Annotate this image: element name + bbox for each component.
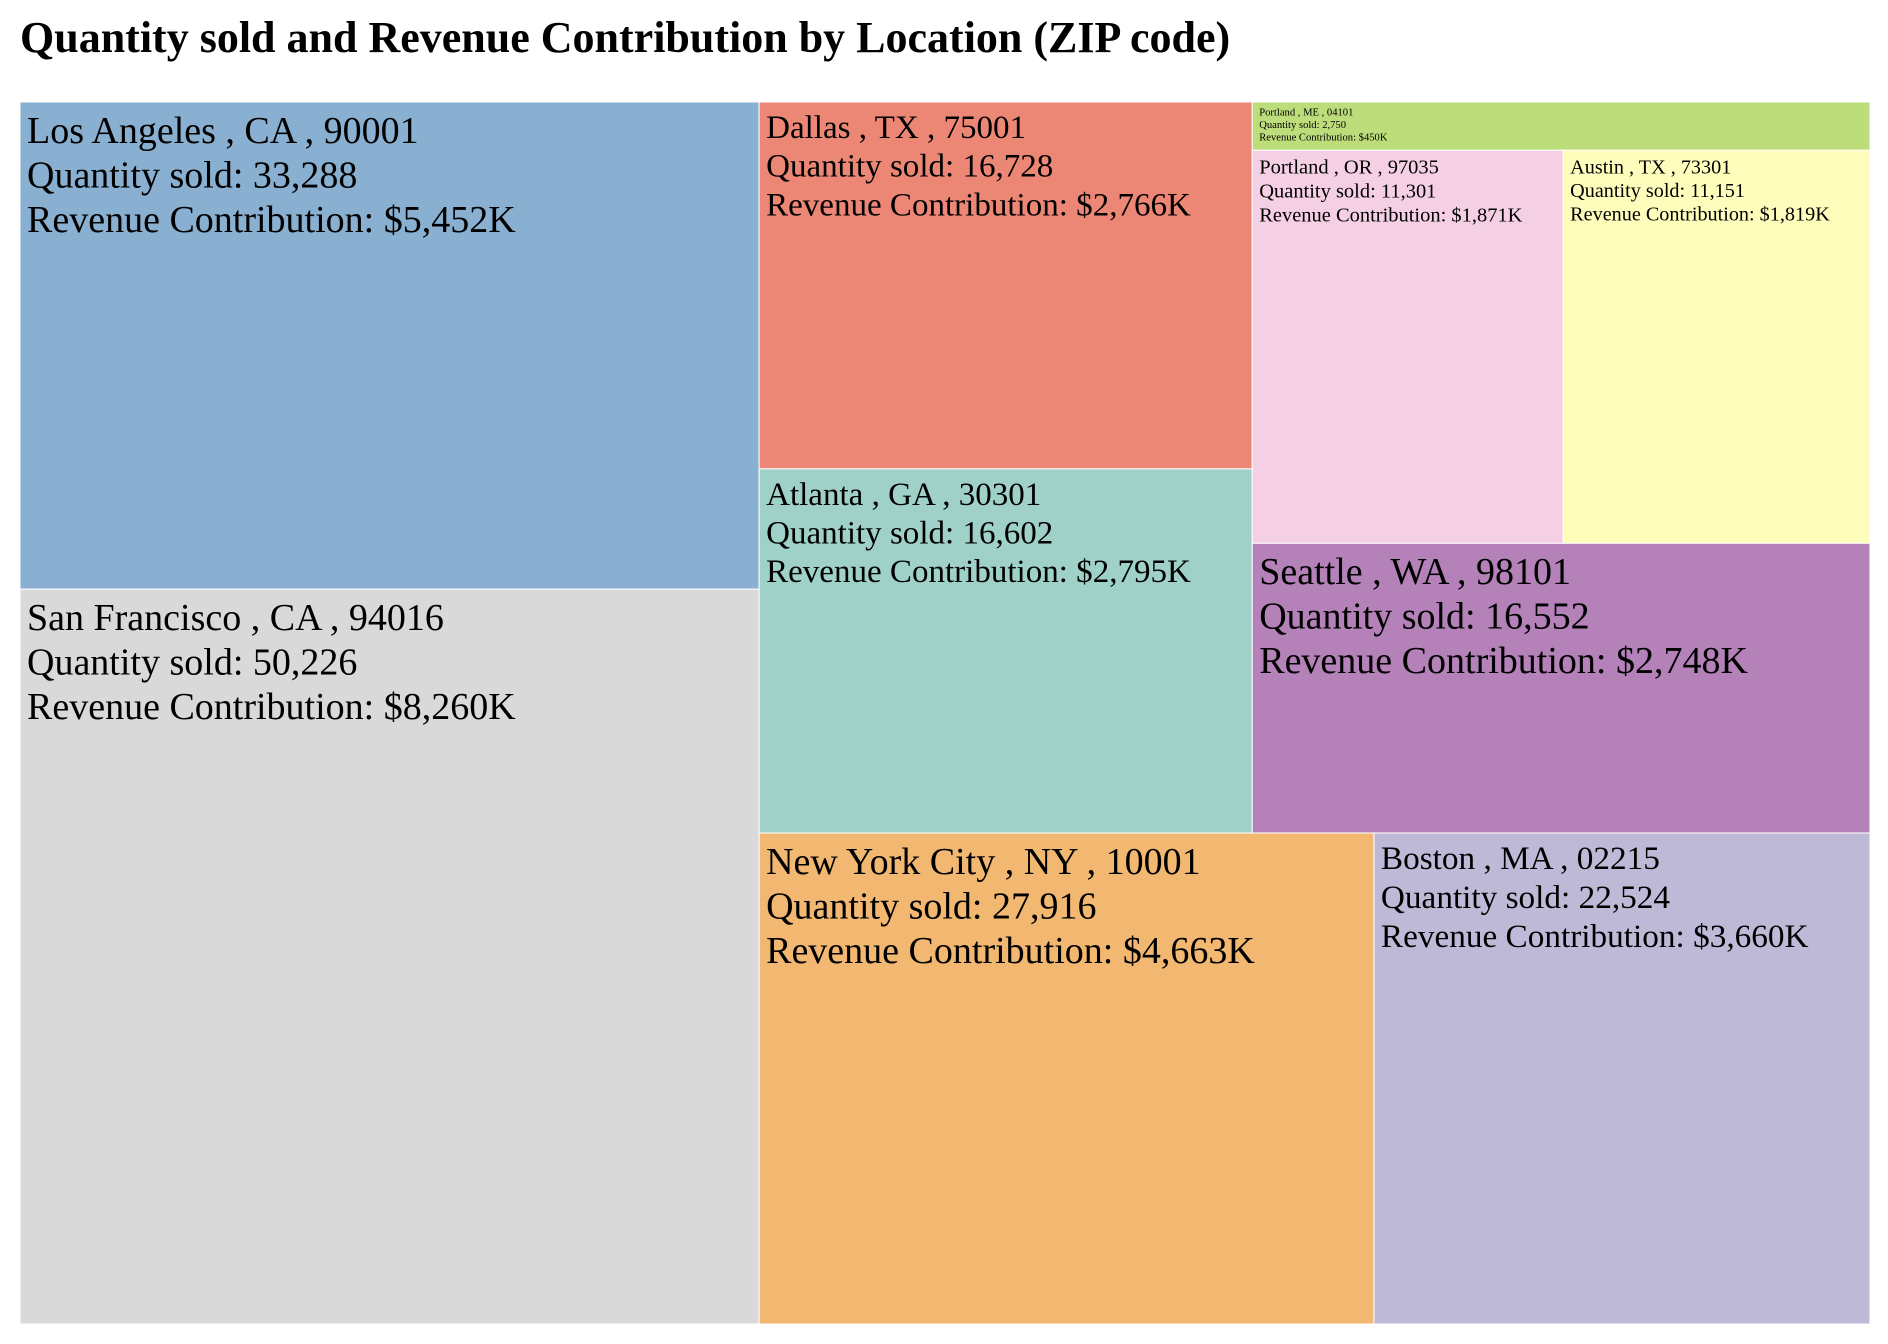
tile-quantity-label: Quantity sold: 16,728 [766,149,1053,185]
tile-location-label: Atlanta , GA , 30301 [766,477,1041,513]
tile-revenue-label: Revenue Contribution: $1,819K [1570,204,1830,226]
tile-rect [20,588,760,1324]
tile-revenue-label: Revenue Contribution: $8,260K [27,686,516,728]
tile-revenue-label: Revenue Contribution: $1,871K [1259,205,1522,227]
tile-revenue-label: Revenue Contribution: $450K [1259,132,1388,143]
tile-rect [758,468,1253,834]
tile-rect [1562,149,1870,544]
tile-location-label: Los Angeles , CA , 90001 [27,110,419,152]
tile-revenue-label: Revenue Contribution: $4,663K [766,930,1255,972]
tile-location-label: Boston , MA , 02215 [1381,840,1660,877]
tile-quantity-label: Quantity sold: 16,552 [1259,596,1589,638]
tile-quantity-label: Quantity sold: 22,524 [1381,879,1670,916]
tile-location-label: New York City , NY , 10001 [766,841,1201,883]
tile-quantity-label: Quantity sold: 16,602 [766,516,1053,552]
tile-revenue-label: Revenue Contribution: $2,766K [766,187,1191,223]
tile-rect [758,102,1253,470]
tile-rect [20,102,760,590]
tile-revenue-label: Revenue Contribution: $3,660K [1381,918,1809,955]
tile-location-label: Seattle , WA , 98101 [1259,551,1571,593]
tile-revenue-label: Revenue Contribution: $5,452K [27,199,516,241]
tile-quantity-label: Quantity sold: 50,226 [27,642,357,684]
chart-title: Quantity sold and Revenue Contribution b… [20,13,1231,62]
tile-rect [1251,102,1870,151]
tile-quantity-label: Quantity sold: 11,151 [1570,180,1745,202]
tile-rect [1373,832,1870,1324]
tile-quantity-label: Quantity sold: 11,301 [1259,181,1436,203]
tile-quantity-label: Quantity sold: 2,750 [1259,120,1346,131]
tile-quantity-label: Quantity sold: 27,916 [766,885,1096,927]
tile-revenue-label: Revenue Contribution: $2,748K [1259,640,1748,682]
tile-quantity-label: Quantity sold: 33,288 [27,154,357,196]
tile-location-label: Austin , TX , 73301 [1570,156,1731,178]
tile-location-label: San Francisco , CA , 94016 [27,597,444,639]
tile-revenue-label: Revenue Contribution: $2,795K [766,554,1191,590]
tile-rect [1251,149,1564,544]
tile-rect [1251,542,1870,834]
tile-location-label: Portland , ME , 04101 [1259,108,1353,119]
tile-location-label: Portland , OR , 97035 [1259,157,1439,179]
tile-location-label: Dallas , TX , 75001 [766,110,1026,146]
